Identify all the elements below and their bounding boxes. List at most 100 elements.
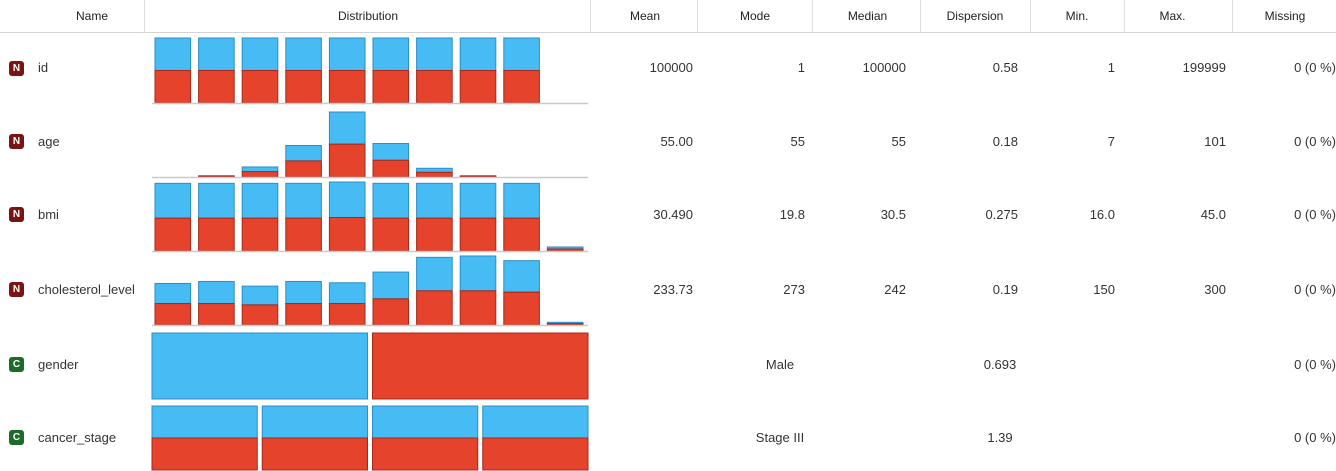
table-row[interactable]: N cholesterol_level 233.73 273 242 0.19 … bbox=[0, 252, 1336, 327]
bar-segment-blue bbox=[285, 280, 322, 305]
min-value: 7 bbox=[1107, 134, 1115, 149]
bar-segment-blue bbox=[285, 145, 322, 162]
header-min[interactable]: Min. bbox=[1065, 9, 1089, 23]
header-dispersion[interactable]: Dispersion bbox=[946, 9, 1004, 23]
mean-value: 100000 bbox=[649, 60, 693, 75]
min-value: 150 bbox=[1093, 282, 1115, 297]
column-separator bbox=[812, 0, 813, 32]
bar-segment-red bbox=[198, 217, 235, 252]
bar-segment-blue bbox=[416, 256, 453, 292]
header-median[interactable]: Median bbox=[847, 9, 888, 23]
table-row[interactable]: C gender Male 0.693 0 (0 %) bbox=[0, 326, 1336, 401]
bar-segment-red bbox=[285, 303, 322, 326]
table-row[interactable]: C cancer_stage Stage III 1.39 0 (0 %) bbox=[0, 401, 1336, 471]
mode-value: 19.8 bbox=[779, 207, 805, 222]
column-separator bbox=[920, 0, 921, 32]
bar-segment-red bbox=[503, 217, 540, 252]
bar-segment-blue bbox=[198, 280, 235, 305]
bar-segment-blue bbox=[328, 111, 366, 145]
bar-segment-blue bbox=[154, 182, 192, 219]
missing-value: 0 (0 %) bbox=[1294, 207, 1336, 222]
column-separator bbox=[1124, 0, 1125, 32]
bar-segment-red bbox=[198, 303, 235, 326]
bar-segment-red bbox=[503, 291, 540, 326]
bar-segment-blue bbox=[459, 255, 497, 292]
bar-segment-red bbox=[261, 437, 368, 471]
column-separator bbox=[1030, 0, 1031, 32]
bar-segment-blue bbox=[241, 182, 279, 219]
header-mode[interactable]: Mode bbox=[739, 9, 771, 23]
dispersion-value: 0.58 bbox=[992, 60, 1018, 75]
bar-segment-red bbox=[416, 217, 453, 252]
bar-segment-blue bbox=[459, 37, 497, 71]
bar-segment-red bbox=[372, 159, 410, 178]
categorical-type-icon: C bbox=[9, 357, 24, 372]
bar-segment-red bbox=[241, 304, 279, 326]
table-row[interactable]: N id 100000 1 100000 0.58 1 199999 0 (0 … bbox=[0, 33, 1336, 105]
header-missing[interactable]: Missing bbox=[1264, 9, 1306, 23]
min-value: 1 bbox=[1107, 60, 1115, 75]
bar-segment-blue bbox=[328, 181, 366, 218]
bar-segment-red bbox=[372, 70, 410, 104]
header-mean[interactable]: Mean bbox=[629, 9, 661, 23]
bar-segment-red bbox=[285, 160, 322, 178]
table-header: Name Distribution Mean Mode Median Dispe… bbox=[0, 0, 1336, 33]
dispersion-value: 1.39 bbox=[987, 430, 1013, 445]
numeric-type-icon: N bbox=[9, 282, 24, 297]
bar-segment-blue bbox=[261, 405, 368, 439]
table-row[interactable]: N bmi 30.490 19.8 30.5 0.275 16.0 45.0 0… bbox=[0, 178, 1336, 253]
bar-segment-red bbox=[372, 298, 410, 326]
bar-segment-red bbox=[154, 70, 192, 104]
distribution-chart bbox=[152, 255, 588, 327]
bar-segment-blue bbox=[154, 37, 192, 71]
bar-segment-red bbox=[285, 217, 322, 252]
bar-segment-blue bbox=[503, 37, 540, 71]
bar-segment-blue bbox=[241, 37, 279, 71]
max-value: 101 bbox=[1204, 134, 1226, 149]
header-distribution[interactable]: Distribution bbox=[337, 9, 399, 23]
median-value: 55 bbox=[891, 134, 906, 149]
bar-segment-red bbox=[328, 303, 366, 326]
header-max[interactable]: Max. bbox=[1159, 9, 1186, 23]
bar-segment-red bbox=[416, 70, 453, 104]
bar-segment-blue bbox=[503, 182, 540, 219]
mode-value: 273 bbox=[783, 282, 805, 297]
bar-segment-red bbox=[459, 70, 497, 104]
numeric-type-icon: N bbox=[9, 61, 24, 76]
bar-segment-blue bbox=[416, 167, 453, 173]
bar-segment-red bbox=[241, 171, 279, 178]
table-row[interactable]: N age 55.00 55 55 0.18 7 101 0 (0 %) bbox=[0, 104, 1336, 179]
mode-value: Male bbox=[765, 357, 795, 372]
distribution-chart bbox=[152, 37, 588, 105]
bar-segment-red bbox=[459, 217, 497, 252]
variable-name: age bbox=[38, 134, 60, 149]
bar-segment-blue bbox=[241, 166, 279, 173]
variable-name: cholesterol_level bbox=[38, 282, 135, 297]
bar-segment-red bbox=[546, 248, 584, 252]
bar-segment-red bbox=[459, 290, 497, 326]
variable-name: bmi bbox=[38, 207, 59, 222]
mode-value: Stage III bbox=[755, 430, 805, 445]
column-separator bbox=[144, 0, 145, 32]
bar-segment-blue bbox=[241, 285, 279, 306]
variable-name: gender bbox=[38, 357, 79, 372]
distribution-chart bbox=[151, 332, 589, 400]
bar-segment-red bbox=[416, 290, 453, 326]
mean-value: 55.00 bbox=[660, 134, 693, 149]
min-value: 16.0 bbox=[1089, 207, 1115, 222]
median-value: 242 bbox=[884, 282, 906, 297]
bar-segment-blue bbox=[416, 37, 453, 71]
bar-segment-blue bbox=[198, 182, 235, 219]
median-value: 30.5 bbox=[880, 207, 906, 222]
mean-value: 30.490 bbox=[653, 207, 693, 222]
column-separator bbox=[1232, 0, 1233, 32]
bar-segment-red bbox=[503, 70, 540, 104]
bar-segment-blue bbox=[328, 37, 366, 71]
bar-segment-blue bbox=[198, 37, 235, 71]
header-name[interactable]: Name bbox=[75, 9, 108, 23]
dispersion-value: 0.18 bbox=[992, 134, 1018, 149]
bar-segment-blue bbox=[482, 405, 589, 439]
mean-value: 233.73 bbox=[653, 282, 693, 297]
bar-segment-blue bbox=[372, 143, 410, 161]
